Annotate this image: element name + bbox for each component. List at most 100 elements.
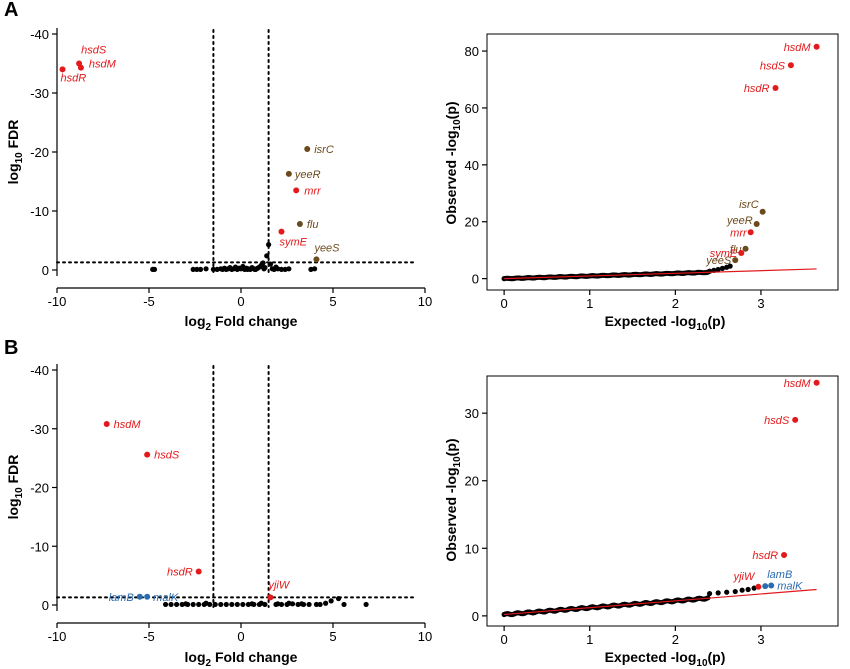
data-point	[197, 266, 204, 273]
data-point	[724, 589, 730, 595]
y-tick-label: -40	[30, 27, 49, 42]
data-point	[275, 601, 281, 607]
highlighted-point	[742, 245, 749, 252]
data-point	[151, 266, 158, 273]
reference-line	[504, 588, 817, 616]
x-tick-label: 0	[501, 296, 508, 311]
highlighted-point	[195, 568, 202, 575]
x-tick-label: 2	[672, 296, 679, 311]
highlighted-point	[813, 379, 820, 386]
data-point	[286, 266, 292, 272]
data-point	[225, 266, 231, 272]
gene-label: hsdR	[61, 72, 87, 84]
y-tick-label: 0	[42, 598, 49, 613]
gene-label: flu	[730, 244, 742, 256]
y-tick-label: 40	[465, 158, 479, 173]
highlighted-point	[732, 257, 739, 264]
highlighted-point	[304, 146, 311, 153]
highlighted-point	[293, 187, 300, 194]
data-point	[715, 590, 721, 596]
highlighted-point	[313, 256, 320, 263]
data-point	[299, 601, 305, 607]
x-tick-label: -5	[143, 294, 155, 309]
highlighted-point	[738, 250, 745, 257]
gene-label: hsdM	[784, 378, 812, 390]
x-tick-label: -10	[48, 294, 67, 309]
data-point	[732, 588, 738, 595]
highlighted-point	[296, 220, 303, 227]
gene-label: lamB	[109, 592, 134, 604]
gene-label: isrC	[739, 199, 759, 211]
x-tick-label: 5	[329, 629, 336, 644]
highlighted-point	[787, 62, 794, 69]
data-point	[286, 600, 292, 606]
gene-label: flu	[307, 219, 319, 231]
data-point	[168, 601, 174, 608]
data-point	[745, 586, 751, 593]
data-point	[162, 601, 169, 608]
gene-label: hsdR	[167, 567, 193, 579]
gene-label: hsdR	[752, 550, 778, 562]
gene-label: symE	[279, 237, 307, 249]
data-point	[234, 601, 240, 608]
x-tick-label: -5	[143, 629, 155, 644]
gene-label: hsdS	[154, 450, 180, 462]
x-tick-label: 2	[672, 632, 679, 647]
highlighted-point	[144, 593, 151, 600]
data-point	[278, 266, 285, 273]
gene-label: hsdS	[760, 60, 786, 72]
reference-line	[504, 268, 817, 280]
data-point	[203, 266, 209, 272]
data-point	[194, 266, 200, 273]
highlighted-point	[759, 208, 766, 215]
gene-label: lamB	[767, 569, 792, 581]
data-point	[312, 266, 318, 272]
plot-frame	[486, 33, 839, 291]
data-point	[258, 600, 264, 606]
y-tick-label: 0	[472, 272, 479, 287]
y-tick-label: -20	[30, 481, 49, 496]
data-point	[244, 266, 251, 273]
highlighted-point	[792, 416, 799, 423]
data-point	[218, 601, 224, 608]
data-point	[715, 266, 721, 273]
b-volcano-ylabel: log10 FDR	[5, 455, 25, 520]
data-point	[739, 587, 745, 593]
data-point	[229, 601, 235, 608]
y-tick-label: 80	[465, 44, 479, 59]
data-point	[223, 601, 229, 608]
panel-letter-b: B	[4, 337, 18, 359]
x-tick-label: 3	[757, 632, 764, 647]
y-tick-label: -40	[30, 363, 49, 378]
y-tick-label: 60	[465, 101, 479, 116]
x-tick-label: 5	[329, 294, 336, 309]
gene-label: isrC	[314, 144, 334, 156]
x-tick-label: 1	[586, 632, 593, 647]
data-point	[706, 268, 713, 274]
data-point	[323, 600, 329, 606]
data-point	[273, 264, 279, 270]
gene-label: malK	[777, 580, 803, 592]
highlighted-point	[813, 43, 820, 50]
y-tick-label: 20	[465, 474, 479, 489]
data-point	[203, 600, 209, 606]
data-point	[261, 266, 267, 272]
highlighted-point	[768, 582, 775, 589]
data-point	[317, 601, 323, 608]
b-qq-xlabel: Expected -log10(p)	[605, 649, 726, 669]
a-qq-ylabel: Observed -log10(p)	[443, 101, 463, 224]
highlighted-point	[747, 229, 754, 236]
plot-frame	[486, 375, 839, 627]
highlighted-point	[772, 85, 779, 92]
highlighted-point	[285, 170, 292, 177]
x-tick-label: 3	[757, 296, 764, 311]
a-volcano-ylabel: log10 FDR	[5, 120, 25, 185]
highlighted-point	[755, 583, 762, 590]
gene-label: mrr	[730, 227, 748, 239]
data-point	[363, 601, 369, 608]
x-tick-label: -10	[48, 629, 67, 644]
highlighted-point	[59, 66, 66, 73]
data-point	[190, 266, 196, 273]
